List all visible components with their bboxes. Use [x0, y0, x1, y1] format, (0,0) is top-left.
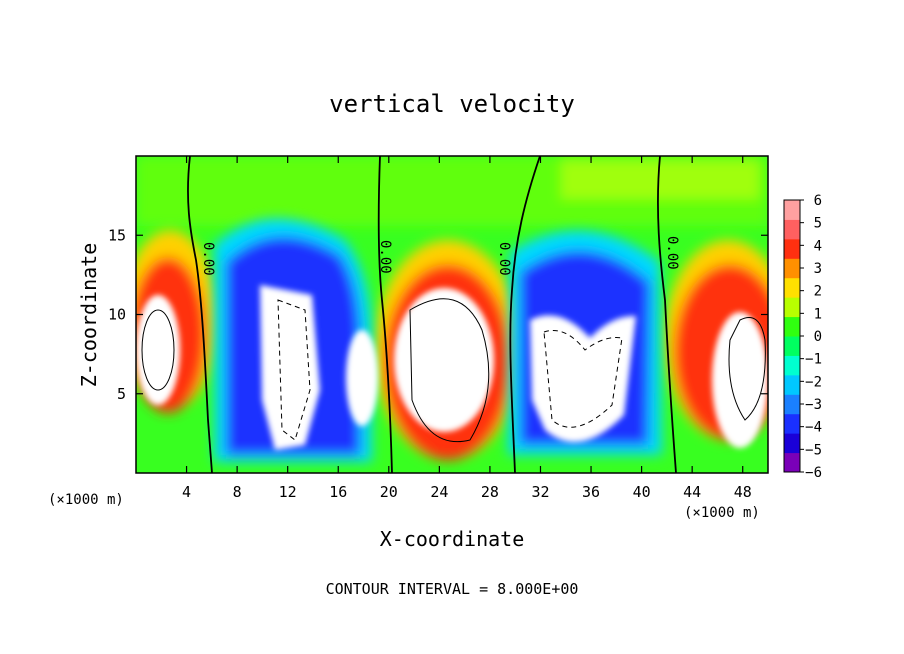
zero-contour-4: [657, 156, 677, 473]
colorbar-tick-label: −5: [805, 442, 822, 458]
contour-dashed-2: [543, 330, 623, 428]
colorbar-tick-label: 1: [814, 306, 822, 322]
y-tick-label: 15: [108, 226, 126, 244]
y-tick-label: 5: [117, 385, 126, 403]
y-axis: 5 10 15: [108, 226, 768, 403]
colorbar-swatch: [784, 433, 800, 454]
colorbar-swatch: [784, 394, 800, 415]
colorbar-tick-label: −1: [805, 352, 822, 368]
colorbar-swatch: [784, 374, 800, 395]
colorbar-swatch: [784, 316, 800, 337]
contour-label-4: 0.00: [664, 236, 680, 270]
contour-right: [728, 317, 766, 421]
x-tick-label: 40: [633, 483, 651, 501]
contour-label-2: 0.00: [377, 240, 393, 274]
colorbar-swatch: [784, 452, 800, 473]
colorbar-tick-label: −2: [805, 374, 822, 390]
contour-left: [141, 309, 175, 391]
colorbar-tick-label: −3: [805, 397, 822, 413]
saturated-regions: [136, 285, 768, 450]
colorbar-tick-label: 5: [814, 216, 822, 232]
colorbar-swatch: [784, 258, 800, 279]
contour-label-1: 0.00: [200, 242, 216, 276]
colorbar-tick-label: 2: [814, 284, 822, 300]
contour-dashed-1: [277, 299, 311, 441]
x-tick-label: 36: [582, 483, 600, 501]
y-axis-label: Z-coordinate: [77, 243, 101, 388]
x-tick-label: 20: [380, 483, 398, 501]
colorbar-swatch: [784, 238, 800, 259]
x-unit-left: (×1000 m): [48, 492, 124, 508]
zero-contour-2: [377, 156, 393, 473]
colorbar-swatch: [784, 413, 800, 434]
colorbar-tick-label: 4: [814, 238, 822, 254]
colorbar-swatch: [784, 277, 800, 298]
colorbar-tick-label: −6: [805, 465, 822, 481]
y-tick-label: 10: [108, 306, 126, 324]
contour-label-3: 0.00: [496, 242, 512, 276]
x-tick-label: 24: [430, 483, 448, 501]
x-axis: 4 8 12 16 20 24 28 32 36 40 44 48: [182, 156, 752, 501]
zero-contour-1: [187, 156, 213, 473]
chart-title: vertical velocity: [329, 90, 575, 118]
x-axis-label: X-coordinate: [380, 527, 525, 551]
contour-labels: 0.00 0.00 0.00 0.00: [200, 236, 680, 276]
colorbar-tick-label: −4: [805, 420, 822, 436]
x-tick-label: 44: [683, 483, 701, 501]
x-tick-label: 16: [329, 483, 347, 501]
contour-center: [409, 298, 490, 443]
colorbar-tick-label: 0: [814, 329, 822, 345]
colorbar-tick-label: 3: [814, 261, 822, 277]
colorbar-swatch: [784, 219, 800, 240]
zero-contour-3: [509, 156, 541, 473]
colorbar-tick-label: 6: [814, 193, 822, 209]
colorbar: 6 5 4 3 2 1 0 −1 −2 −3 −4 −5 −6: [783, 193, 822, 481]
x-tick-label: 48: [734, 483, 752, 501]
colorbar-swatch: [784, 297, 800, 318]
colorbar-swatch: [784, 336, 800, 356]
x-tick-label: 12: [279, 483, 297, 501]
zero-contours: [187, 156, 677, 473]
x-tick-label: 8: [233, 483, 242, 501]
colorbar-swatch: [784, 355, 800, 376]
colorbar-swatch: [784, 200, 800, 220]
velocity-field: 0.00 0.00 0.00 0.00: [136, 156, 768, 473]
x-tick-label: 28: [481, 483, 499, 501]
footer-text: CONTOUR INTERVAL = 8.000E+00: [326, 580, 579, 598]
x-tick-label: 32: [531, 483, 549, 501]
inner-contours: [141, 298, 766, 443]
x-tick-label: 4: [182, 483, 191, 501]
x-unit-right: (×1000 m): [684, 505, 760, 521]
